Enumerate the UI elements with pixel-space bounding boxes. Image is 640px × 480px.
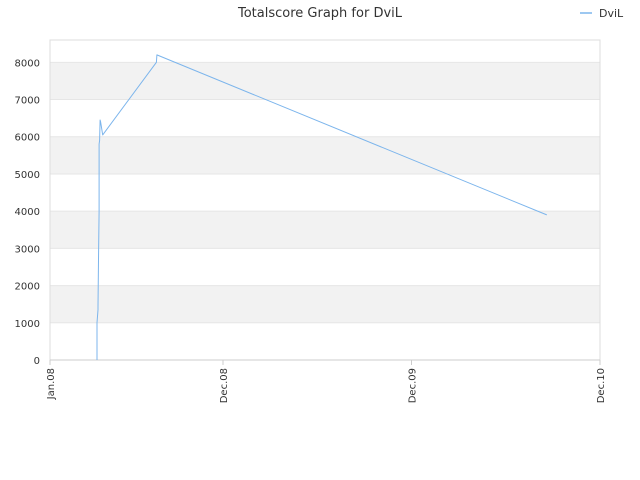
y-tick-label: 8000 <box>15 58 40 69</box>
y-tick-label: 1000 <box>15 319 40 330</box>
legend[interactable]: DviL <box>580 7 624 20</box>
x-tick-label: Dec.08 <box>219 368 230 403</box>
chart-title: Totalscore Graph for DviL <box>237 6 403 21</box>
plot-band <box>50 99 600 137</box>
y-tick-label: 5000 <box>15 170 40 181</box>
y-tick-label: 3000 <box>15 244 40 255</box>
y-tick-label: 0 <box>34 356 40 367</box>
plot-band <box>50 322 600 360</box>
plot-band <box>50 62 600 100</box>
plot-band <box>50 248 600 286</box>
x-tick-label: Jan.08 <box>46 368 57 400</box>
x-tick-label: Dec.09 <box>408 368 419 403</box>
y-tick-label: 6000 <box>15 133 40 144</box>
plot-band <box>50 285 600 323</box>
y-tick-label: 4000 <box>15 207 40 218</box>
y-tick-label: 2000 <box>15 282 40 293</box>
series-line-dvil <box>96 54 547 360</box>
plot-band <box>50 211 600 249</box>
y-axis: 0 1000 2000 3000 4000 5000 6000 7000 8000 <box>15 58 40 367</box>
series-layer <box>96 54 547 360</box>
y-tick-label: 7000 <box>15 96 40 107</box>
plot-bands <box>50 40 600 360</box>
plot-band <box>50 136 600 174</box>
legend-label-dvil[interactable]: DviL <box>599 7 624 20</box>
plot-band <box>50 173 600 212</box>
x-tick-label: Dec.10 <box>596 368 607 403</box>
plot-band <box>50 40 600 63</box>
x-axis: Jan.08 Dec.08 Dec.09 Dec.10 <box>46 359 607 403</box>
